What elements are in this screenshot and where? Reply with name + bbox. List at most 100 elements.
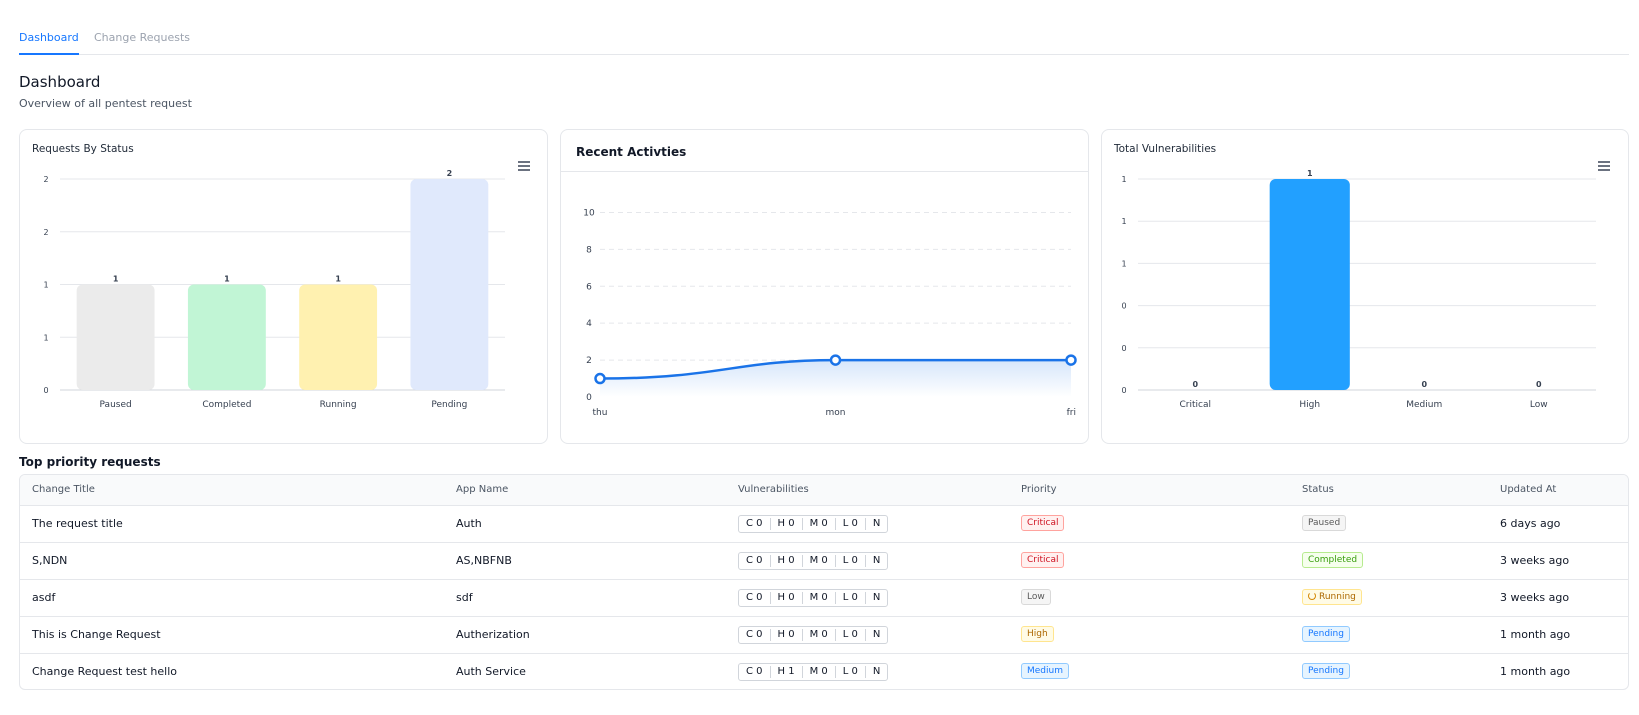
cell-app-name: sdf [456, 591, 473, 604]
priority-label: Critical [1027, 555, 1059, 565]
status-badge: Running [1302, 589, 1362, 605]
total-vulnerabilities-title: Total Vulnerabilities [1114, 143, 1217, 155]
cell-updated-at: 3 weeks ago [1500, 554, 1570, 567]
status-badge: Paused [1302, 515, 1347, 531]
y-tick-label: 1 [43, 281, 48, 290]
vuln-count: H 0 [771, 555, 803, 567]
y-tick-label: 0 [586, 393, 592, 403]
header-app-name: App Name [456, 484, 509, 495]
data-label: 0 [1421, 380, 1427, 389]
y-tick-label: 8 [586, 245, 592, 255]
x-tick-label: Critical [1180, 400, 1211, 410]
total-vulnerabilities-chart: 0 0 0 1 1 1 0 Critical 1 High 0 Medium 0 Low [1121, 169, 1596, 410]
priority-badge: High [1021, 626, 1054, 642]
data-point [1065, 354, 1077, 366]
vuln-count: L 0 [836, 518, 866, 530]
x-tick-label: fri [1067, 408, 1076, 418]
page-subtitle: Overview of all pentest request [19, 97, 192, 110]
x-tick-label: Pending [431, 400, 467, 410]
menu-icon[interactable] [518, 161, 530, 171]
cell-app-name: Auth [456, 517, 482, 530]
vuln-count: N [872, 518, 881, 529]
x-tick-label: Running [320, 400, 357, 410]
vuln-count: C 0 [739, 555, 771, 567]
table-row[interactable]: Change Request test hello Auth Service C 0… [20, 654, 1628, 689]
status-label: Pending [1308, 629, 1344, 639]
x-tick-label: mon [826, 408, 846, 418]
data-point [829, 354, 842, 366]
data-label: 1 [224, 275, 230, 284]
y-tick-label: 0 [43, 386, 48, 395]
y-tick-label: 10 [583, 208, 595, 218]
vuln-count: L 0 [836, 629, 866, 641]
recent-activities-header: Recent Activties [561, 130, 1088, 172]
y-tick-label: 6 [586, 282, 592, 292]
priority-badge: Low [1021, 589, 1051, 605]
x-tick-label: High [1299, 400, 1320, 410]
tab-change-requests[interactable]: Change Requests [94, 31, 191, 44]
vuln-count: L 0 [836, 666, 866, 678]
data-label: 1 [335, 275, 341, 284]
vuln-count: N [872, 629, 881, 640]
y-tick-label: 2 [43, 228, 48, 237]
y-tick-label: 0 [1121, 344, 1126, 353]
loading-icon [1308, 592, 1316, 600]
header-updated-at: Updated At [1500, 484, 1557, 495]
section-title: Top priority requests [19, 455, 161, 469]
y-tick-label: 0 [1121, 386, 1126, 395]
cell-change-title: The request title [32, 517, 123, 530]
priority-label: High [1027, 629, 1048, 639]
status-label: Paused [1308, 518, 1341, 528]
data-label: 2 [447, 169, 453, 178]
series-area [600, 360, 1071, 397]
bar [187, 284, 266, 390]
cell-app-name: Auth Service [456, 665, 526, 678]
cell-change-title: Change Request test hello [32, 665, 177, 678]
requests-by-status-card: Requests By Status 0 1 1 2 2 1 Paused 1 Complete… [19, 129, 548, 444]
total-vulnerabilities-card: Total Vulnerabilities 0 0 0 1 1 1 0 Critical 1 Hi… [1101, 129, 1629, 444]
data-label: 0 [1536, 380, 1542, 389]
y-tick-label: 1 [43, 333, 48, 342]
cell-change-title: This is Change Request [32, 628, 161, 641]
y-tick-label: 1 [1121, 175, 1126, 184]
data-label: 0 [1192, 380, 1198, 389]
y-tick-label: 2 [43, 175, 48, 184]
table-header: Change Title App Name Vulnerabilities Pr… [20, 475, 1628, 506]
x-tick-label: Paused [100, 400, 132, 410]
vuln-count: C 0 [739, 666, 771, 678]
vuln-count: N [872, 592, 881, 603]
bar [1269, 179, 1350, 390]
vuln-count: C 0 [739, 629, 771, 641]
data-label: 1 [1307, 169, 1313, 178]
header-vulnerabilities: Vulnerabilities [738, 484, 809, 495]
status-badge: Pending [1302, 626, 1350, 642]
y-tick-label: 1 [1121, 217, 1126, 226]
cell-updated-at: 1 month ago [1500, 628, 1571, 641]
vuln-count: M 0 [803, 666, 836, 678]
x-tick-label: Medium [1406, 400, 1442, 410]
header-priority: Priority [1021, 484, 1057, 495]
priority-badge: Medium [1021, 663, 1069, 679]
vuln-count: L 0 [836, 555, 866, 567]
data-label: 1 [113, 275, 119, 284]
bar [76, 284, 155, 390]
vuln-count: C 0 [739, 518, 771, 530]
tab-dashboard[interactable]: Dashboard [19, 31, 79, 55]
vuln-count: N [872, 666, 881, 677]
vuln-count: C 0 [739, 592, 771, 604]
vuln-count: H 0 [771, 518, 803, 530]
cell-app-name: AS,NBFNB [456, 554, 512, 567]
x-tick-label: Completed [202, 400, 251, 410]
recent-activities-chart: 0 2 4 6 8 10 thu mon fri [583, 208, 1077, 418]
recent-activities-card: Recent Activties 0 2 4 6 8 10 thu mon fri [560, 129, 1089, 444]
priority-label: Low [1027, 592, 1045, 602]
cell-change-title: asdf [32, 591, 56, 604]
menu-icon[interactable] [1598, 161, 1610, 171]
priority-badge: Critical [1021, 515, 1065, 531]
